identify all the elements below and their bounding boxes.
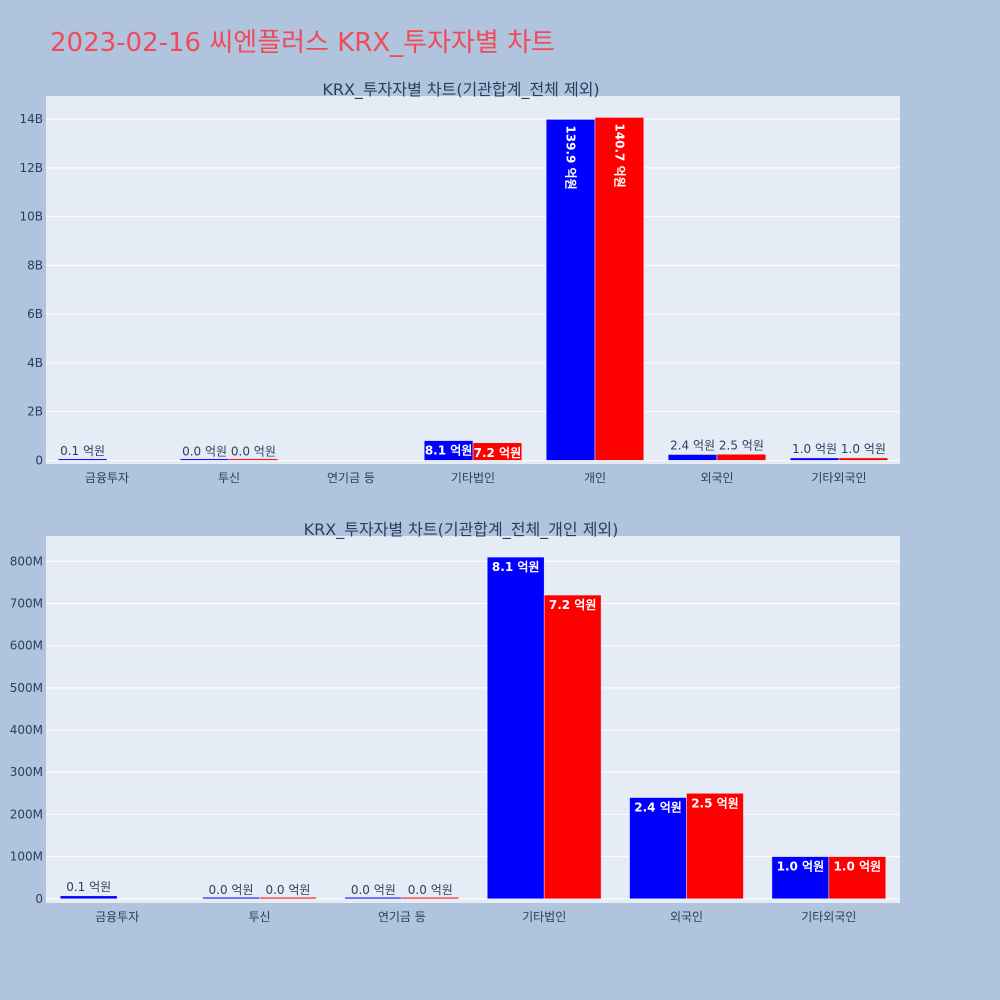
data-label: 1.0 억원 [834,860,882,874]
y-tick-label: 400M [10,723,43,737]
bar [789,457,840,461]
bar [716,454,767,461]
x-tick-label: 투신 [248,910,270,924]
data-label: 2.5 억원 [691,796,739,810]
data-label: 1.0 억원 [777,860,825,874]
x-tick-label: 투신 [218,471,240,485]
x-tick-label: 연기금 등 [327,471,375,485]
y-tick-label: 700M [10,596,43,610]
y-tick-label: 12B [19,161,43,175]
data-label: 0.1 억원 [66,880,111,894]
x-tick-label: 개인 [584,471,606,485]
y-tick-label: 2B [27,405,43,419]
y-tick-label: 800M [10,554,43,568]
bar [771,856,830,900]
data-label: 8.1 억원 [492,560,540,574]
data-label: 2.5 억원 [719,438,764,452]
x-tick-label: 기타법인 [522,910,566,924]
y-tick-label: 100M [10,850,43,864]
x-tick-label: 외국인 [700,471,733,485]
bar [543,594,602,900]
y-tick-label: 4B [27,356,43,370]
x-tick-label: 기타법인 [451,471,495,485]
bar [401,897,460,900]
bar [594,117,645,461]
chart-krx-investor-excluding-institutions: 0 2B 4B 6B 8B 10B 12B 14B KRX_투자자별 차트(기관합계_전체 제외… [19,80,900,485]
data-label: 0.0 억원 [408,883,453,897]
data-label: 139.9 억원 [564,125,578,189]
plot-area [46,96,900,464]
y-tick-label: 0 [35,453,43,467]
y-tick-label: 300M [10,765,43,779]
data-label: 1.0 억원 [841,442,886,456]
bar [344,897,403,900]
bar [202,897,260,900]
bar [486,556,545,900]
bar [179,458,230,461]
bar [545,119,596,461]
bar [828,856,887,900]
x-tick-label: 기타외국인 [801,910,856,924]
data-label: 7.2 억원 [549,598,597,612]
bar [472,442,523,461]
bar [686,793,744,900]
y-tick-label: 14B [19,112,43,126]
bar [667,454,718,461]
data-label: 1.0 억원 [792,442,837,456]
x-tick-label: 기타외국인 [811,471,866,485]
data-label: 7.2 억원 [474,446,522,460]
y-tick-label: 10B [19,210,43,224]
bar [259,897,317,900]
data-label: 0.0 억원 [209,883,254,897]
y-tick-label: 6B [27,307,43,321]
data-label: 140.7 억원 [612,123,626,187]
data-label: 0.0 억원 [182,444,227,458]
plot-area [46,536,900,903]
bar [629,797,687,900]
data-label: 8.1 억원 [425,444,473,458]
page-title: 2023-02-16 씨엔플러스 KRX_투자자별 차트 [50,28,555,58]
y-tick-label: 0 [35,892,43,906]
y-tick-label: 500M [10,681,43,695]
x-tick-label: 금융투자 [95,910,139,924]
y-tick-label: 200M [10,807,43,821]
x-tick-label: 연기금 등 [378,910,426,924]
data-label: 0.1 억원 [60,444,105,458]
chart-title: KRX_투자자별 차트(기관합계_전체 제외) [322,80,599,100]
bar [57,458,108,461]
bar [838,457,889,461]
data-label: 0.0 억원 [265,883,310,897]
data-label: 0.0 억원 [351,883,396,897]
y-tick-label: 600M [10,639,43,653]
data-label: 0.0 억원 [231,444,276,458]
bar [59,895,118,900]
x-tick-label: 외국인 [670,910,703,924]
x-tick-label: 금융투자 [85,471,129,485]
chart-krx-investor-excluding-institutions-individuals: 0 100M 200M 300M 400M 500M 600M 700M 800M KRX_투자자… [10,520,900,924]
y-tick-label: 8B [27,258,43,272]
data-label: 2.4 억원 [634,801,682,815]
chart-title: KRX_투자자별 차트(기관합계_전체_개인 제외) [304,520,619,540]
data-label: 2.4 억원 [670,438,715,452]
bar [228,458,279,461]
